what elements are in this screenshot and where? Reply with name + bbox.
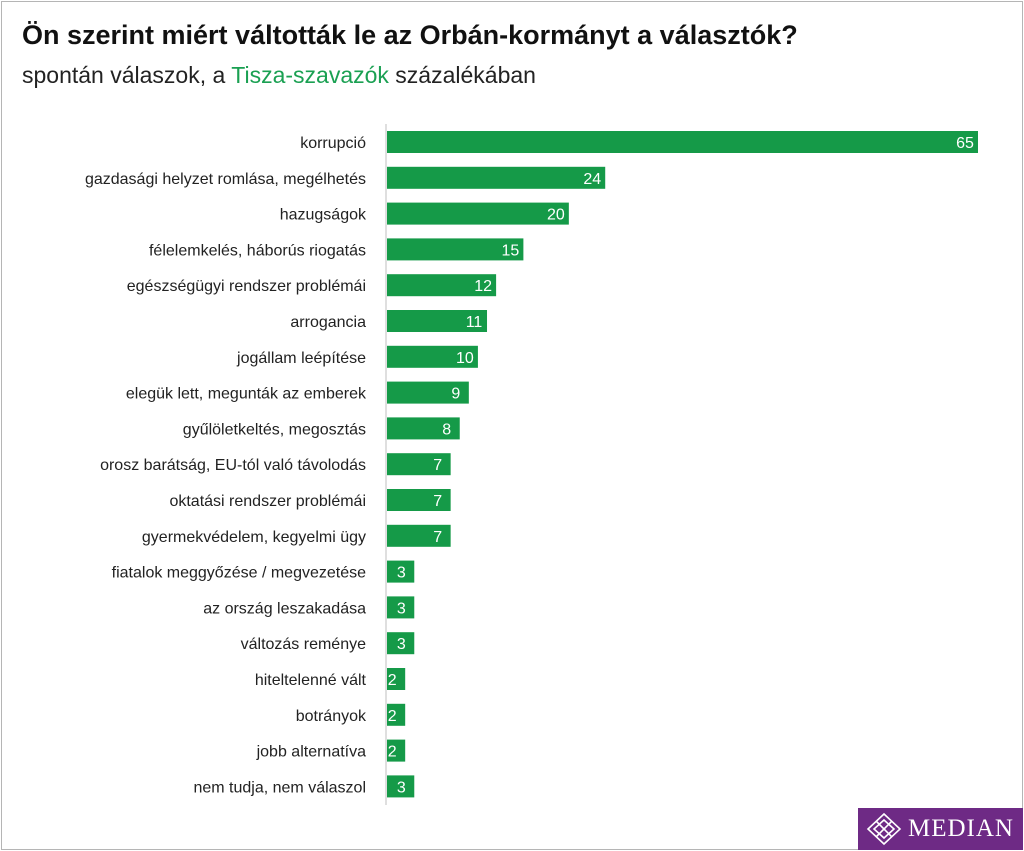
bar [387,274,497,297]
value-label: 24 [583,171,601,188]
subtitle-suffix: százalékában [388,62,536,88]
value-label: 2 [388,708,397,725]
bar [387,489,451,511]
subtitle-accent: Tisza-szavazók [231,62,389,88]
subtitle-prefix: spontán válaszok, a [22,62,232,88]
category-label: korrupció [300,135,366,152]
bar [387,739,406,762]
bar [387,668,406,690]
category-label: egészségügyi rendszer problémái [127,278,366,295]
value-label: 3 [397,565,406,582]
bar [387,166,606,189]
value-label: 15 [501,242,519,259]
bar [387,202,569,225]
value-label: 7 [433,493,442,510]
value-label: 10 [456,350,474,367]
category-label: gyermekvédelem, kegyelmi ügy [142,529,366,546]
category-label: botrányok [296,708,367,725]
category-label: oktatási rendszer problémái [169,493,366,510]
value-label: 8 [442,421,451,438]
value-label: 2 [388,744,397,761]
category-label: arrogancia [290,314,366,331]
category-label: fiatalok meggyőzése / megvezetése [112,565,366,582]
value-label: 65 [956,135,974,152]
median-logo: MEDIAN [858,808,1023,850]
bar [387,310,488,332]
bar [387,453,451,476]
value-label: 20 [547,207,565,224]
bar [387,345,478,368]
bar [387,560,415,583]
value-label: 11 [466,314,483,331]
median-logo-text: MEDIAN [908,815,1014,842]
value-label: 7 [433,457,442,474]
value-label: 7 [433,529,442,546]
bar [387,381,469,404]
category-label: az ország leszakadása [203,600,366,617]
category-label: változás reménye [241,636,366,653]
bar [387,417,460,440]
bar [387,775,415,798]
category-label: hiteltelenné vált [255,672,367,689]
chart-title: Ön szerint miért váltották le az Orbán-k… [22,20,798,50]
chart-subtitle: spontán válaszok, a Tisza-szavazók száza… [22,62,536,89]
value-label: 3 [397,600,406,617]
value-label: 2 [388,672,397,689]
category-label: gazdasági helyzet romlása, megélhetés [85,171,366,188]
value-label: 3 [397,636,406,653]
value-label: 12 [474,278,492,295]
category-label: jobb alternatíva [256,744,367,761]
category-label: félelemkelés, háborús riogatás [149,242,366,259]
category-label: jogállam leépítése [236,350,366,367]
bar [387,632,415,655]
bar [387,596,415,619]
bar [387,703,406,726]
value-label: 3 [397,779,406,796]
bar [387,238,524,261]
median-logo-icon [866,812,902,846]
category-label: nem tudja, nem válaszol [193,779,366,796]
category-label: orosz barátság, EU-tól való távolodás [100,457,366,474]
category-label: elegük lett, megunták az emberek [126,386,367,403]
value-label: 9 [451,386,460,403]
bar [387,131,978,153]
category-label: hazugságok [280,207,367,224]
bar [387,524,451,547]
category-label: gyűlöletkeltés, megosztás [183,421,366,438]
